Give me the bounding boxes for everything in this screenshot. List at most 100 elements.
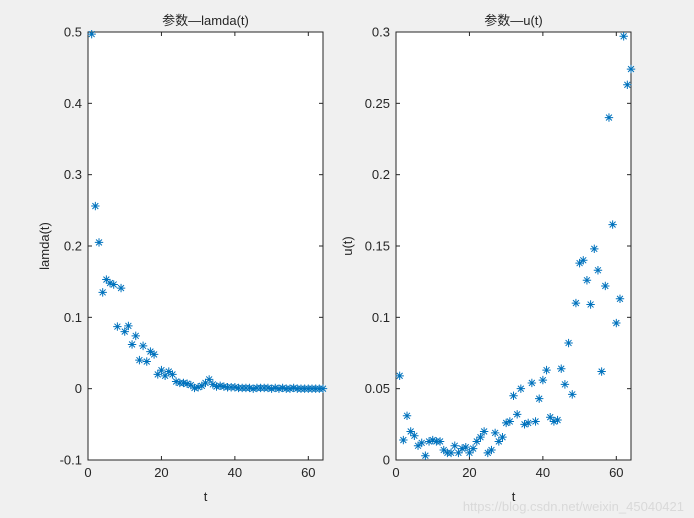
data-point <box>546 413 555 422</box>
data-point <box>274 384 284 393</box>
data-point <box>142 357 151 366</box>
data-point <box>87 29 96 39</box>
data-point <box>468 444 478 453</box>
tick-group: 0 20 40 60 0 0.05 0.1 0.15 0.2 0.25 0.3 <box>365 25 631 480</box>
data-point <box>501 418 511 428</box>
y-tick-label: 0.25 <box>365 96 390 111</box>
y-tick-label: 0.5 <box>64 25 82 40</box>
data-point <box>454 448 463 458</box>
data-point <box>406 427 415 436</box>
subplot-u: 参数—u(t) t u(t) 0 20 40 60 0 0.05 0.1 0.15 0.2 0.2… <box>340 13 636 504</box>
data-point <box>124 321 133 331</box>
data-point <box>208 380 218 389</box>
data-point <box>146 347 155 356</box>
data-point <box>410 431 419 440</box>
data-point <box>91 201 100 211</box>
subplot-lamda: 参数—lamda(t) t lamda(t) 0 20 40 60-0.100.10.… <box>37 13 328 504</box>
data-point <box>516 384 526 393</box>
y-tick-label: 0.3 <box>64 167 82 182</box>
data-point <box>98 288 107 297</box>
data-point <box>105 278 115 288</box>
y-tick-label: 0.3 <box>372 25 390 40</box>
data-point <box>479 427 489 436</box>
data-point <box>263 383 273 393</box>
y-tick-label: 0.1 <box>372 310 390 325</box>
data-point <box>568 390 577 399</box>
data-point <box>186 380 196 390</box>
data-point <box>402 411 412 420</box>
data-point <box>190 383 199 393</box>
data-point <box>608 220 617 229</box>
data-point <box>102 275 111 284</box>
axes-title: 参数—lamda(t) <box>162 13 249 28</box>
y-tick-label: 0.05 <box>365 381 390 396</box>
data-point <box>542 365 551 375</box>
data-point <box>120 327 129 336</box>
data-point <box>509 391 518 400</box>
data-point <box>523 418 533 428</box>
data-point <box>579 256 588 265</box>
x-tick-label: 40 <box>536 465 550 480</box>
x-axis-label: t <box>512 489 516 504</box>
data-point <box>557 364 566 373</box>
data-point <box>193 383 203 392</box>
data-point <box>318 384 328 393</box>
y-tick-label: 0.15 <box>365 239 390 254</box>
data-point <box>553 415 562 425</box>
y-axis-label: u(t) <box>340 236 355 256</box>
data-point <box>127 340 137 349</box>
tick-group: 0 20 40 60-0.100.10.20.30.40.5 <box>60 25 323 480</box>
y-tick-label: 0 <box>383 453 390 468</box>
data-point <box>278 383 287 393</box>
data-point <box>399 435 408 445</box>
x-tick-label: 60 <box>301 465 315 480</box>
data-point <box>182 379 192 388</box>
data-point <box>201 378 210 388</box>
data-point <box>428 435 437 445</box>
data-point <box>157 365 166 375</box>
data-point <box>575 258 584 268</box>
marker-group <box>395 32 636 460</box>
x-tick-label: 0 <box>84 465 91 480</box>
data-point <box>135 355 144 365</box>
data-point <box>623 80 632 89</box>
data-point <box>267 384 276 393</box>
data-point <box>498 432 507 442</box>
y-axis-label: lamda(t) <box>37 222 52 270</box>
data-point <box>164 367 173 376</box>
marker-group <box>87 29 328 393</box>
data-point <box>527 378 537 388</box>
data-point <box>472 437 481 446</box>
watermark: https://blog.csdn.net/weixin_45040421 <box>462 499 684 514</box>
y-tick-label: 0.2 <box>372 167 390 182</box>
data-point <box>487 445 496 455</box>
data-point <box>289 383 298 393</box>
data-point <box>601 281 610 291</box>
x-tick-label: 60 <box>609 465 623 480</box>
data-point <box>564 338 573 348</box>
data-point <box>549 417 559 426</box>
data-point <box>212 382 221 391</box>
data-point <box>215 381 225 391</box>
y-tick-label: 0 <box>75 381 82 396</box>
data-point <box>149 350 159 359</box>
data-point <box>179 378 188 388</box>
axes-title: 参数—u(t) <box>484 13 543 28</box>
data-point <box>245 383 254 393</box>
data-point <box>571 298 581 308</box>
data-point <box>560 380 570 389</box>
axes-background <box>87 31 324 461</box>
data-point <box>586 300 595 309</box>
data-point <box>230 383 240 392</box>
data-point <box>171 377 181 386</box>
data-point <box>113 322 122 331</box>
x-tick-label: 20 <box>462 465 476 480</box>
data-point <box>490 428 500 438</box>
data-point <box>619 32 628 41</box>
data-point <box>582 276 592 285</box>
data-point <box>160 371 170 381</box>
data-point <box>612 318 621 328</box>
data-point <box>94 238 104 247</box>
data-point <box>197 381 207 391</box>
